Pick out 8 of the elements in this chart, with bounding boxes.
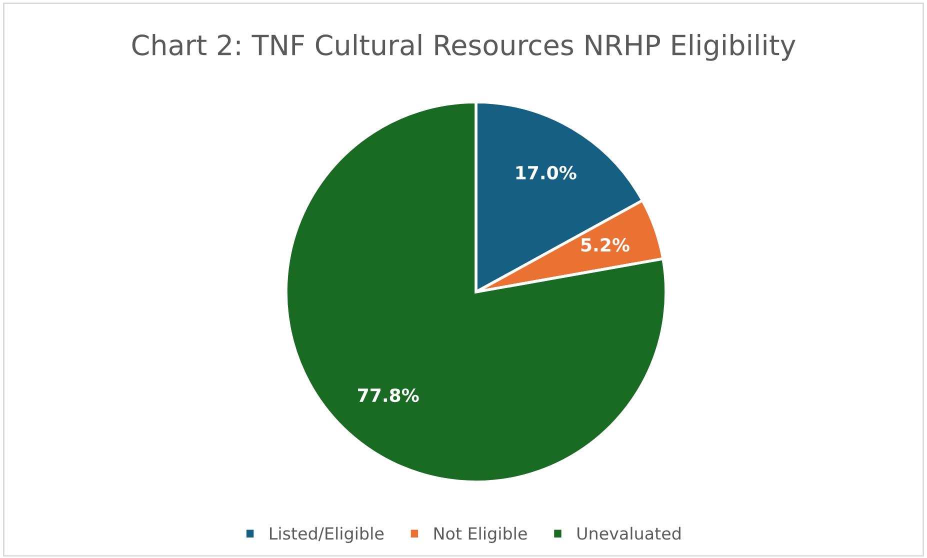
legend-label: Unevaluated (578, 526, 680, 540)
legend-label: Not Eligible (434, 526, 527, 543)
pie-slice (284, 100, 668, 484)
data-label: 5.2% (581, 238, 630, 252)
data-label: 77.8% (358, 388, 419, 402)
data-label: 17.0% (516, 166, 576, 180)
chart-title: Chart 2: TNF Cultural Resources NRHP Eligibility (132, 34, 796, 61)
legend-label: Listed/Eligible (270, 526, 384, 543)
